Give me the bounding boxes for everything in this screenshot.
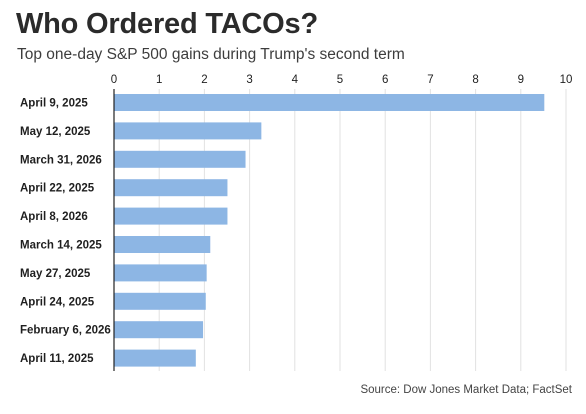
bar-10 <box>114 349 196 367</box>
category-label-4: April 22, 2025 <box>20 183 95 195</box>
bar-1 <box>114 94 545 111</box>
x-tick-label-4: 4 <box>292 74 299 86</box>
bar-4 <box>114 179 228 197</box>
bar-8 <box>114 292 206 310</box>
x-tick-label-5: 5 <box>337 74 343 86</box>
category-label-9: February 6, 2026 <box>20 325 111 337</box>
x-tick-label-6: 6 <box>382 74 388 86</box>
bars <box>114 94 545 367</box>
chart-subtitle: Top one-day S&P 500 gains during Trump's… <box>17 46 405 63</box>
source-note: Source: Dow Jones Market Data; FactSet <box>360 384 572 396</box>
x-tick-label-1: 1 <box>156 74 162 86</box>
bar-6 <box>114 236 211 253</box>
category-label-10: April 11, 2025 <box>20 353 94 365</box>
bar-5 <box>114 207 228 225</box>
x-tick-label-8: 8 <box>472 74 478 86</box>
x-tick-label-7: 7 <box>427 74 433 86</box>
category-label-5: April 8, 2026 <box>20 211 88 223</box>
bar-3 <box>114 150 246 168</box>
category-label-1: April 9, 2025 <box>20 98 88 110</box>
bar-2 <box>114 122 262 140</box>
category-label-2: May 12, 2025 <box>20 126 91 138</box>
category-label-7: May 27, 2025 <box>20 268 91 280</box>
x-tick-label-3: 3 <box>246 74 252 86</box>
category-label-3: March 31, 2026 <box>20 154 102 166</box>
category-label-6: March 14, 2025 <box>20 240 102 252</box>
x-tick-label-10: 10 <box>560 74 573 86</box>
x-tick-labels: 0 1 2 3 4 5 6 7 8 9 10 <box>111 74 573 86</box>
bar-7 <box>114 264 207 282</box>
bar-9 <box>114 321 204 339</box>
x-tick-label-0: 0 <box>111 74 117 86</box>
chart-title: Who Ordered TACOs? <box>16 8 318 40</box>
category-labels: April 9, 2025 May 12, 2025 March 31, 2026 A… <box>20 98 111 366</box>
category-label-8: April 24, 2025 <box>20 296 95 308</box>
x-tick-label-9: 9 <box>518 74 524 86</box>
x-tick-label-2: 2 <box>201 74 207 86</box>
